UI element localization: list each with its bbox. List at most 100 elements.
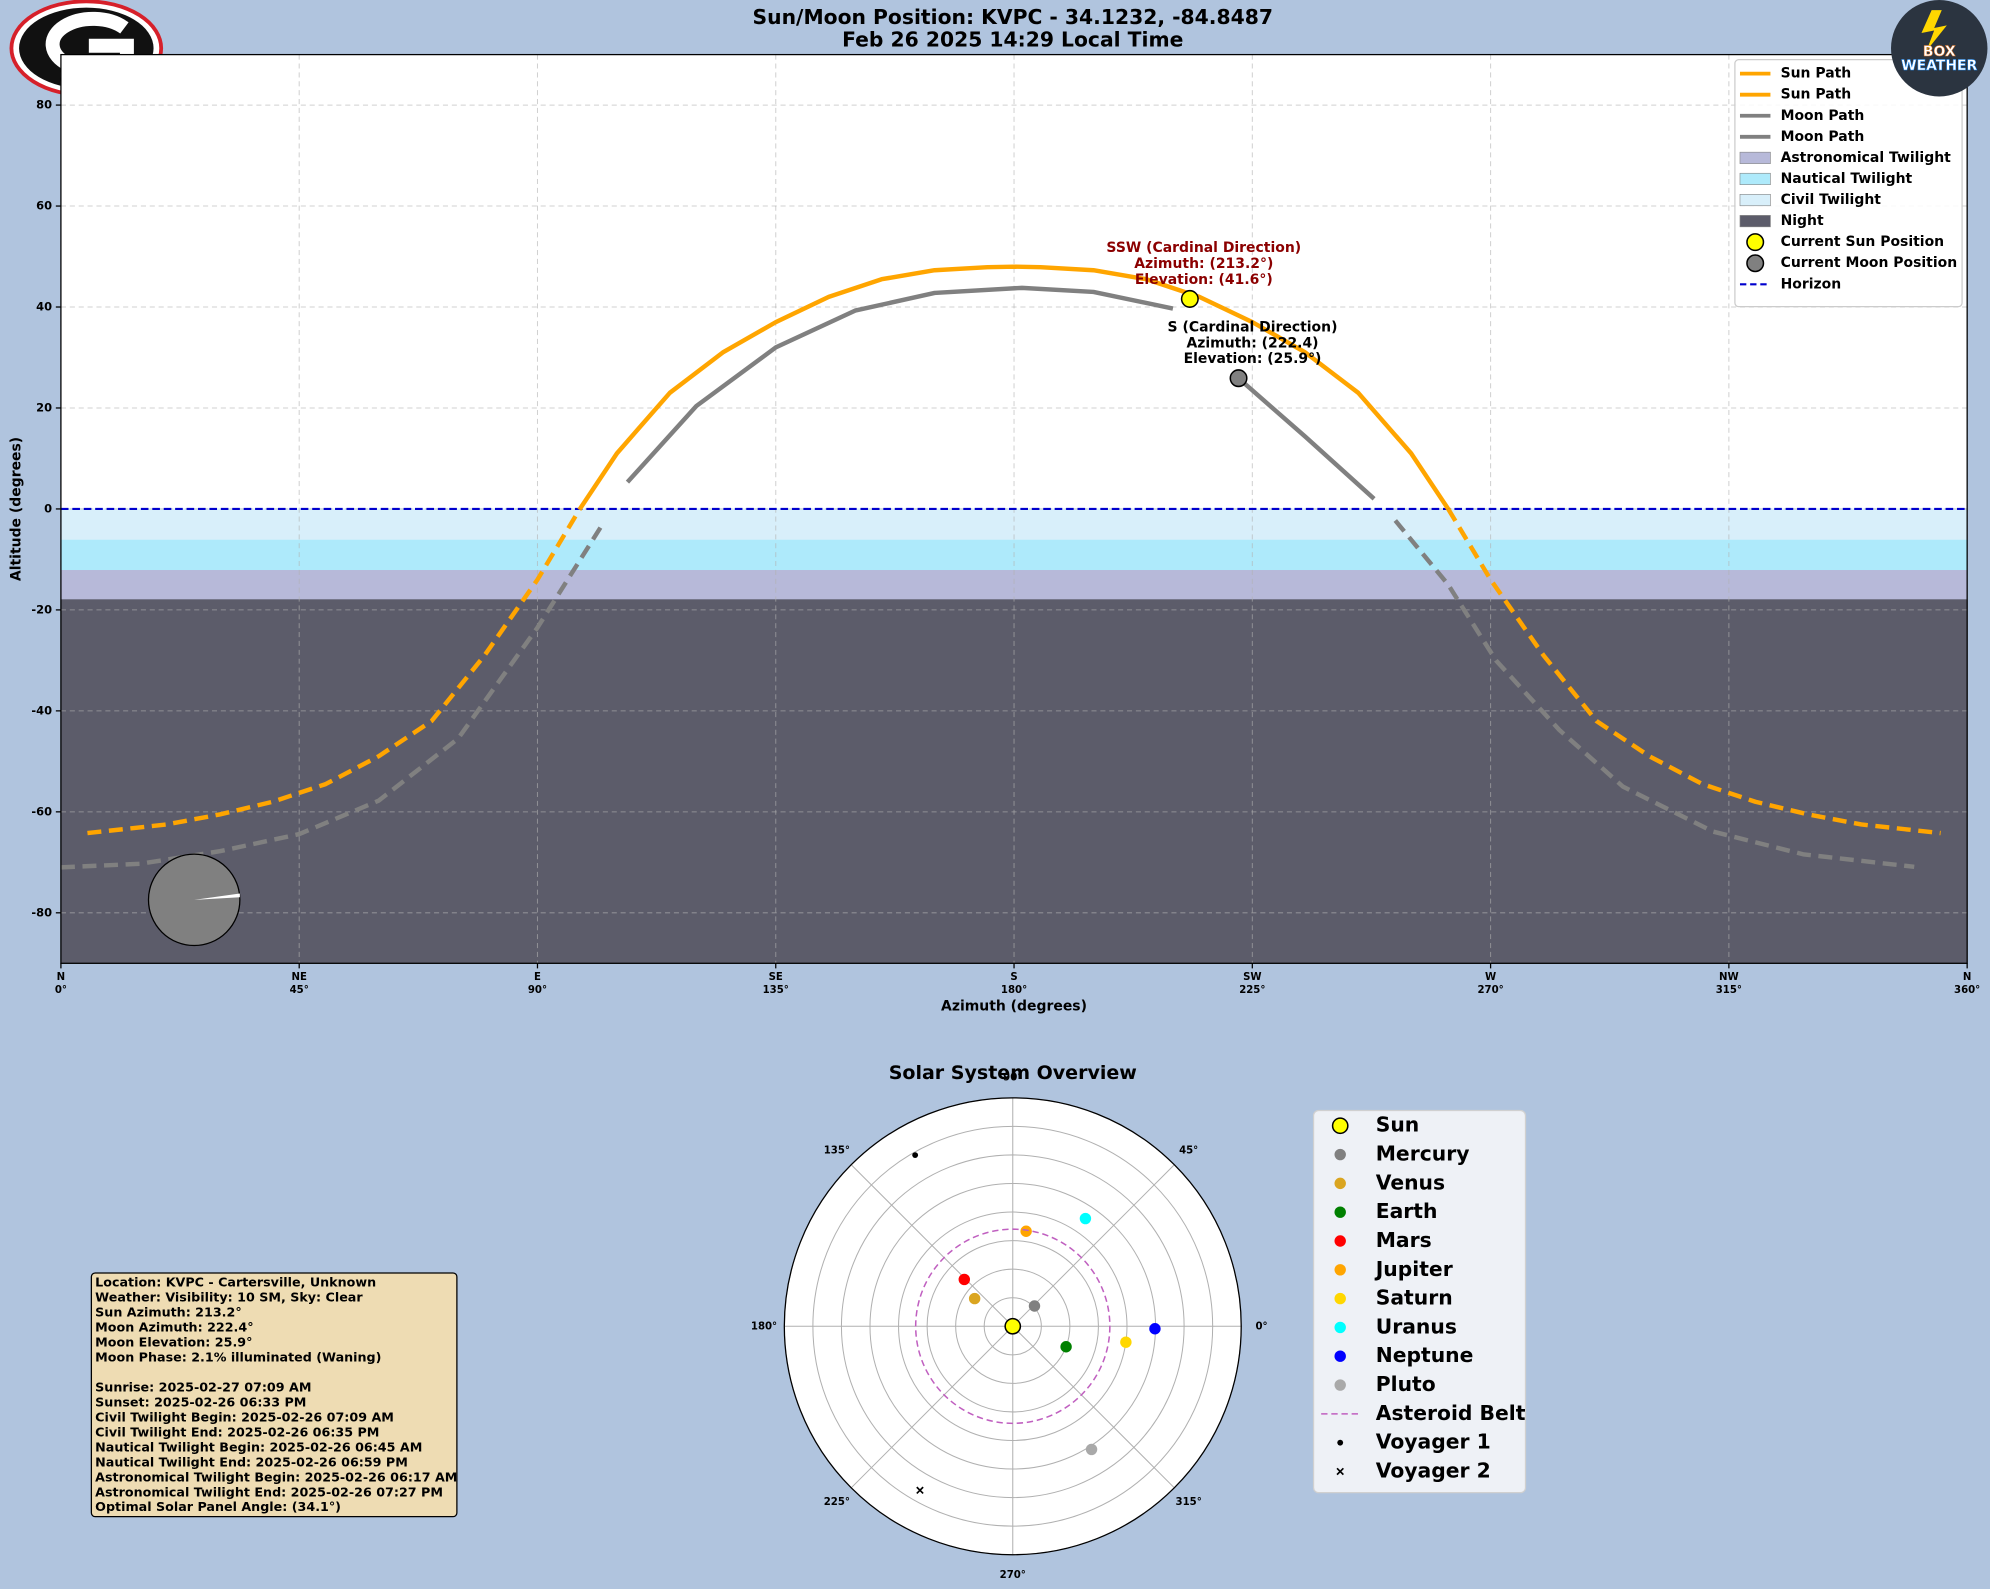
info-line: Nautical Twilight End: 2025-02-26 06:59 … bbox=[95, 1454, 408, 1469]
current-position bbox=[1180, 289, 1199, 308]
polar-spoke bbox=[1012, 1325, 1175, 1489]
legend-label: Mercury bbox=[1376, 1142, 1470, 1166]
polar-spoke bbox=[850, 1325, 1014, 1489]
legend-label: Sun Path bbox=[1781, 66, 1852, 82]
planet bbox=[968, 1292, 981, 1305]
y-tick-label: 0 bbox=[44, 501, 52, 515]
x-tick-label: 270° bbox=[1477, 985, 1503, 996]
path-line bbox=[87, 507, 1941, 836]
info-line: Sun Azimuth: 213.2° bbox=[95, 1305, 242, 1320]
info-line: Weather: Visibility: 10 SM, Sky: Clear bbox=[95, 1290, 363, 1305]
theta-tick-label: 0° bbox=[1255, 1321, 1267, 1332]
polar-spoke bbox=[850, 1164, 1014, 1327]
info-line: Optimal Solar Panel Angle: (34.1°) bbox=[95, 1499, 341, 1514]
position-annotation: S (Cardinal Direction) bbox=[1168, 319, 1338, 335]
brand-bolt bbox=[1921, 10, 1947, 51]
y-tick-label: -60 bbox=[31, 804, 52, 818]
legend-marker bbox=[1334, 1350, 1346, 1362]
y-tick-label: 60 bbox=[36, 199, 52, 213]
legend-marker bbox=[1746, 233, 1765, 252]
legend-label: Astronomical Twilight bbox=[1781, 150, 1952, 166]
legend-label: Civil Twilight bbox=[1781, 192, 1882, 208]
legend-label: Venus bbox=[1376, 1170, 1445, 1194]
theta-tick-label: 90° bbox=[1003, 1073, 1022, 1084]
x-tick-direction: N bbox=[57, 972, 65, 983]
x-tick-direction: SW bbox=[1243, 972, 1262, 983]
theta-tick-label: 270° bbox=[1000, 1570, 1026, 1581]
legend-label: Sun Path bbox=[1781, 87, 1852, 103]
y-tick-label: 40 bbox=[36, 300, 52, 314]
x-tick-direction: E bbox=[534, 972, 541, 983]
x-tick-label: 360° bbox=[1954, 985, 1980, 996]
legend-label: Neptune bbox=[1376, 1343, 1474, 1367]
info-line: Moon Elevation: 25.9° bbox=[95, 1335, 252, 1350]
legend-marker bbox=[1331, 1117, 1349, 1135]
info-line: Sunset: 2025-02-26 06:33 PM bbox=[95, 1394, 306, 1409]
legend-marker bbox=[1334, 1321, 1346, 1334]
polar-title: Solar System Overview bbox=[889, 1062, 1137, 1084]
x-tick-label: 0° bbox=[55, 985, 67, 996]
info-line: Location: KVPC - Cartersville, Unknown bbox=[95, 1275, 376, 1290]
legend-label: Current Sun Position bbox=[1781, 234, 1945, 250]
planet bbox=[1060, 1341, 1072, 1353]
x-tick-label: 135° bbox=[763, 985, 789, 996]
legend-marker bbox=[1746, 254, 1765, 273]
legend-marker bbox=[1334, 1177, 1346, 1190]
chart-title: Sun/Moon Position: KVPC - 34.1232, -84.8… bbox=[753, 5, 1273, 29]
y-tick-label: 20 bbox=[36, 400, 52, 414]
legend-box bbox=[1734, 59, 1963, 308]
y-tick-label: -80 bbox=[31, 905, 52, 919]
legend-label: Moon Path bbox=[1781, 108, 1865, 124]
legend-label: Uranus bbox=[1376, 1314, 1457, 1338]
legend-box bbox=[1312, 1109, 1527, 1494]
x-tick-label: 225° bbox=[1239, 985, 1265, 996]
legend-patch bbox=[1739, 215, 1771, 228]
info-line: Nautical Twilight Begin: 2025-02-26 06:4… bbox=[95, 1439, 422, 1454]
chart-subtitle: Feb 26 2025 14:29 Local Time bbox=[842, 28, 1183, 52]
polar-spoke bbox=[1012, 1164, 1175, 1327]
brand-text: WEATHER bbox=[1901, 58, 1977, 74]
theta-tick-label: 135° bbox=[824, 1145, 850, 1156]
info-line: Astronomical Twilight Begin: 2025-02-26 … bbox=[95, 1469, 457, 1484]
x-tick-direction: N bbox=[1963, 972, 1972, 983]
theta-tick-label: 180° bbox=[751, 1321, 777, 1332]
asteroid-belt bbox=[914, 1228, 1111, 1425]
brand-logo: BOX WEATHER bbox=[1891, 0, 1988, 97]
moon-disc bbox=[147, 853, 241, 947]
legend-label: Pluto bbox=[1376, 1372, 1436, 1396]
legend-label: Mars bbox=[1376, 1228, 1432, 1252]
legend-label: Saturn bbox=[1376, 1286, 1453, 1310]
position-annotation: SSW (Cardinal Direction) bbox=[1106, 240, 1301, 256]
brand-text: BOX bbox=[1923, 44, 1956, 60]
spacecraft bbox=[912, 1152, 919, 1159]
legend-label: Current Moon Position bbox=[1781, 255, 1958, 271]
info-line: Moon Phase: 2.1% illuminated (Waning) bbox=[95, 1349, 381, 1364]
info-line: Moon Azimuth: 222.4° bbox=[95, 1320, 253, 1335]
x-axis-label: Azimuth (degrees) bbox=[941, 998, 1087, 1014]
planet bbox=[958, 1273, 971, 1286]
y-tick-label: 80 bbox=[36, 98, 52, 112]
theta-tick-label: 315° bbox=[1176, 1497, 1202, 1508]
moon-lit bbox=[194, 893, 240, 900]
path-line bbox=[625, 285, 1376, 501]
position-annotation: Elevation: (41.6°) bbox=[1135, 272, 1273, 288]
y-tick-label: -40 bbox=[31, 703, 52, 717]
polar-frame bbox=[783, 1097, 1242, 1556]
legend-label: Asteroid Belt bbox=[1376, 1401, 1526, 1425]
legend-label: Jupiter bbox=[1374, 1257, 1453, 1281]
theta-tick-label: 225° bbox=[824, 1497, 850, 1508]
legend-label: Voyager 1 bbox=[1376, 1430, 1491, 1454]
legend-label: Horizon bbox=[1781, 276, 1842, 292]
x-tick-direction: NE bbox=[291, 972, 306, 983]
legend-marker bbox=[1337, 1439, 1344, 1446]
info-line: Civil Twilight End: 2025-02-26 06:35 PM bbox=[95, 1424, 379, 1439]
planet bbox=[1079, 1212, 1092, 1225]
legend-marker bbox=[1334, 1148, 1346, 1161]
legend-label: Moon Path bbox=[1781, 129, 1865, 145]
legend-label: Voyager 2 bbox=[1376, 1458, 1491, 1482]
position-annotation: Azimuth: (222.4) bbox=[1186, 335, 1318, 351]
current-position bbox=[1229, 369, 1248, 388]
info-line: Civil Twilight Begin: 2025-02-26 07:09 A… bbox=[95, 1409, 394, 1424]
legend-marker bbox=[1334, 1379, 1346, 1391]
